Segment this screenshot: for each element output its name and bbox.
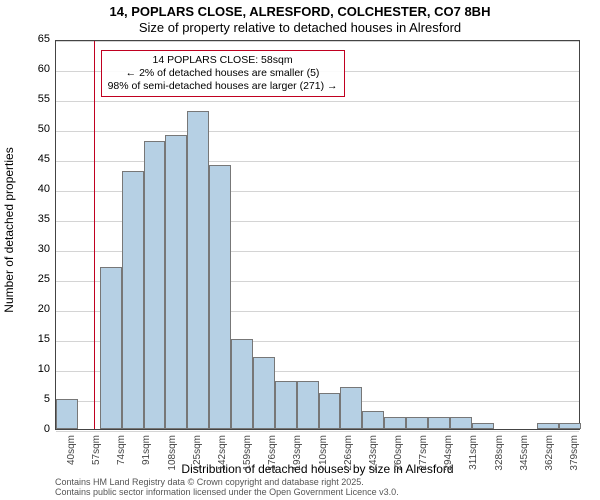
gridline-h xyxy=(56,41,579,42)
histogram-bar xyxy=(231,339,253,429)
chart-container: 14, POPLARS CLOSE, ALRESFORD, COLCHESTER… xyxy=(0,0,600,500)
histogram-bar xyxy=(144,141,166,429)
y-tick-label: 40 xyxy=(10,183,50,195)
chart-title-sub: Size of property relative to detached ho… xyxy=(0,20,600,35)
y-tick-label: 5 xyxy=(10,393,50,405)
y-tick-label: 45 xyxy=(10,153,50,165)
histogram-bar xyxy=(165,135,187,429)
y-tick-label: 35 xyxy=(10,213,50,225)
y-tick-label: 60 xyxy=(10,63,50,75)
gridline-h xyxy=(56,101,579,102)
histogram-bar xyxy=(559,423,581,429)
y-tick-label: 10 xyxy=(10,363,50,375)
y-tick-label: 30 xyxy=(10,243,50,255)
histogram-bar xyxy=(209,165,231,429)
y-axis-label: Number of detached properties xyxy=(2,147,16,312)
histogram-bar xyxy=(253,357,275,429)
footnote-line-2: Contains public sector information licen… xyxy=(55,487,399,497)
gridline-h xyxy=(56,131,579,132)
gridline-h xyxy=(56,431,579,432)
y-tick-label: 0 xyxy=(10,423,50,435)
chart-title-main: 14, POPLARS CLOSE, ALRESFORD, COLCHESTER… xyxy=(0,4,600,19)
y-tick-label: 55 xyxy=(10,93,50,105)
histogram-bar xyxy=(100,267,122,429)
y-tick-label: 20 xyxy=(10,303,50,315)
histogram-bar xyxy=(187,111,209,429)
y-tick-label: 15 xyxy=(10,333,50,345)
y-tick-label: 65 xyxy=(10,33,50,45)
plot-area xyxy=(55,40,580,430)
footnote: Contains HM Land Registry data © Crown c… xyxy=(55,478,399,498)
histogram-bar xyxy=(362,411,384,429)
histogram-bar xyxy=(472,423,494,429)
histogram-bar xyxy=(537,423,559,429)
histogram-bar xyxy=(450,417,472,429)
footnote-line-1: Contains HM Land Registry data © Crown c… xyxy=(55,477,364,487)
y-tick-label: 25 xyxy=(10,273,50,285)
annotation-line-1: 14 POPLARS CLOSE: 58sqm xyxy=(108,54,338,67)
histogram-bar xyxy=(406,417,428,429)
annotation-line-2: ← 2% of detached houses are smaller (5) xyxy=(108,67,338,80)
reference-line xyxy=(94,41,95,429)
annotation-line-3: 98% of semi-detached houses are larger (… xyxy=(108,80,338,93)
gridline-h xyxy=(56,161,579,162)
histogram-bar xyxy=(340,387,362,429)
histogram-bar xyxy=(56,399,78,429)
histogram-bar xyxy=(297,381,319,429)
annotation-box: 14 POPLARS CLOSE: 58sqm← 2% of detached … xyxy=(101,50,345,97)
histogram-bar xyxy=(275,381,297,429)
histogram-bar xyxy=(122,171,144,429)
histogram-bar xyxy=(319,393,341,429)
y-tick-label: 50 xyxy=(10,123,50,135)
histogram-bar xyxy=(384,417,406,429)
histogram-bar xyxy=(428,417,450,429)
